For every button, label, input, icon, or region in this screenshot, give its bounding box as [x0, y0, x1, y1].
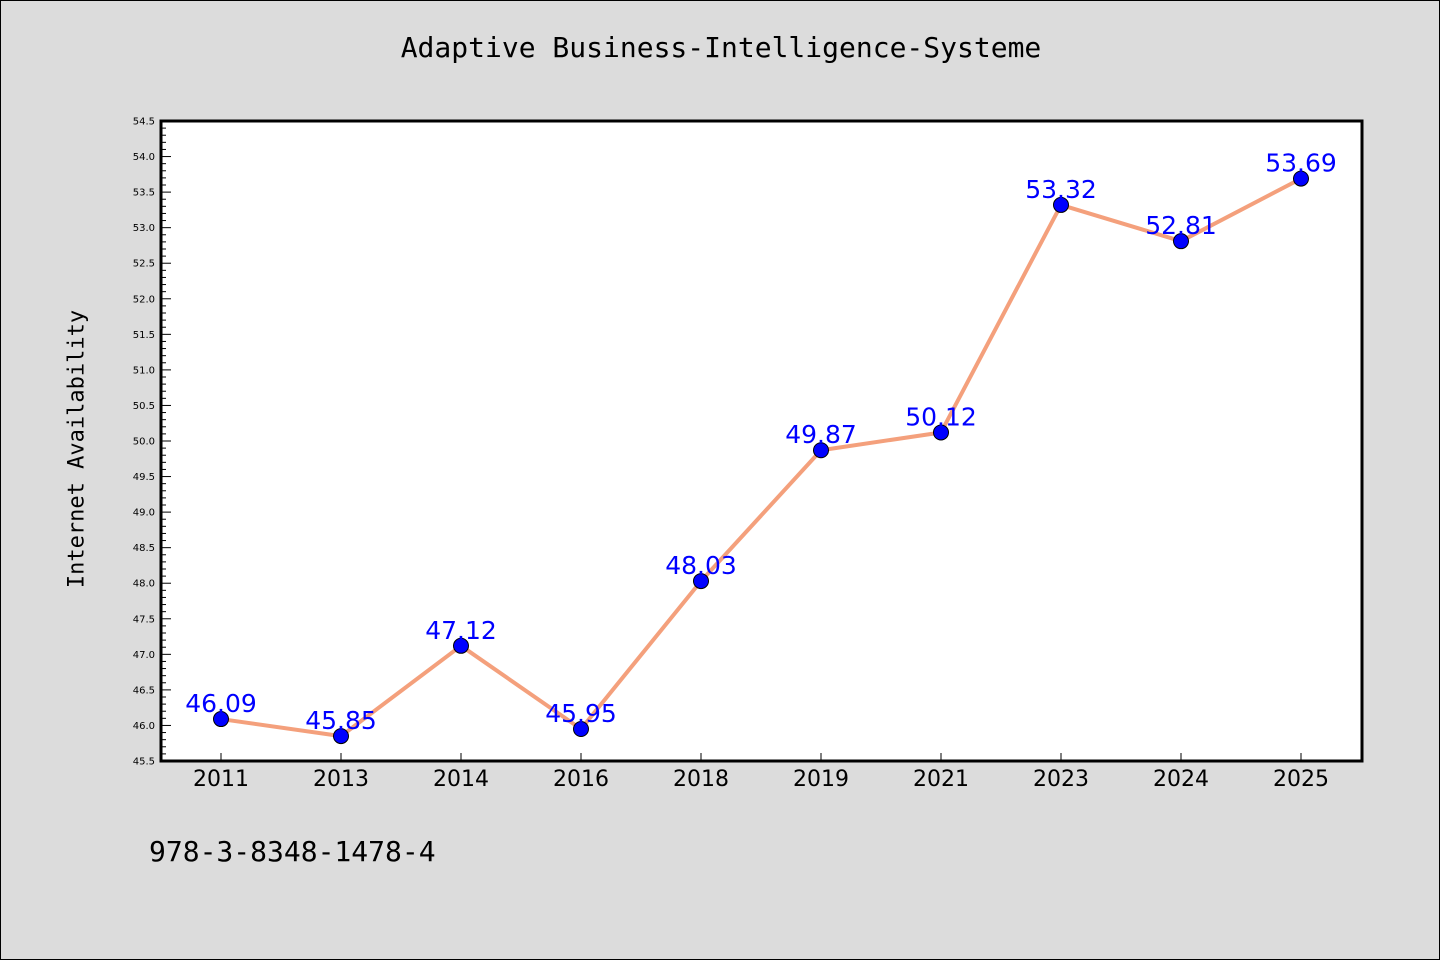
data-label: 52.81	[1145, 211, 1217, 240]
data-point	[693, 573, 709, 590]
data-point	[1173, 233, 1189, 250]
data-point	[333, 728, 349, 745]
y-tick-label: 48.0	[133, 579, 155, 590]
data-label: 53.32	[1025, 175, 1097, 204]
y-tick-label: 52.0	[133, 294, 155, 305]
x-tick-label: 2025	[1273, 767, 1329, 792]
x-tick-label: 2011	[193, 767, 249, 792]
y-tick-label: 50.0	[133, 437, 155, 448]
y-tick-label: 54.0	[133, 152, 155, 163]
y-tick-label: 46.5	[133, 685, 155, 696]
y-tick-label: 51.5	[133, 330, 155, 341]
y-tick-label: 54.5	[133, 117, 155, 128]
data-label: 53.69	[1265, 149, 1337, 178]
x-tick-label: 2021	[913, 767, 969, 792]
data-label: 50.12	[905, 402, 977, 431]
x-tick-label: 2024	[1153, 767, 1209, 792]
x-tick-label: 2013	[313, 767, 369, 792]
data-point	[813, 442, 829, 459]
y-tick-label: 48.5	[133, 543, 155, 554]
data-point	[933, 424, 949, 441]
data-point	[1293, 170, 1309, 187]
y-tick-label: 47.0	[133, 650, 155, 661]
y-tick-label: 50.5	[133, 401, 155, 412]
data-label: 45.85	[305, 706, 377, 735]
x-tick-label: 2014	[433, 767, 489, 792]
x-tick-label: 2019	[793, 767, 849, 792]
y-tick-label: 52.5	[133, 259, 155, 270]
y-tick-label: 45.5	[133, 757, 155, 768]
x-tick-label: 2018	[673, 767, 729, 792]
x-tick-label: 2016	[553, 767, 609, 792]
isbn-code: 978-3-8348-1478-4	[149, 835, 436, 868]
data-label: 48.03	[665, 551, 737, 580]
y-tick-label: 53.5	[133, 188, 155, 199]
y-tick-label: 49.0	[133, 508, 155, 519]
y-tick-label: 53.0	[133, 223, 155, 234]
series-line	[219, 176, 1303, 739]
y-tick-label: 49.5	[133, 472, 155, 483]
chart-title: Adaptive Business-Intelligence-Systeme	[400, 31, 1042, 64]
plot-frame	[159, 119, 1364, 763]
data-label: 49.87	[785, 420, 857, 449]
plot-area	[161, 121, 1362, 761]
data-label: 45.95	[545, 699, 617, 728]
data-point	[213, 711, 229, 728]
data-label: 46.09	[185, 689, 257, 718]
data-point	[1053, 196, 1069, 213]
data-label: 47.12	[425, 616, 497, 645]
y-tick-label: 47.5	[133, 614, 155, 625]
y-tick-label: 46.0	[133, 721, 155, 732]
data-point	[573, 721, 589, 737]
x-tick-label: 2023	[1033, 767, 1089, 792]
y-tick-label: 51.0	[133, 365, 155, 376]
data-point	[453, 637, 469, 654]
